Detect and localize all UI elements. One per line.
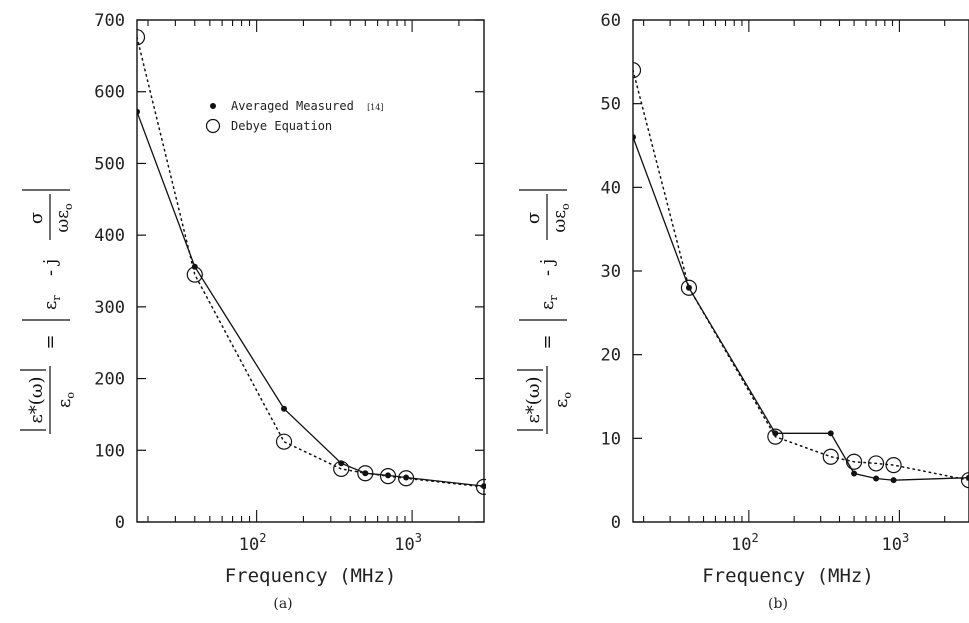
y-tick-label: 60 xyxy=(601,11,621,31)
ylabel-rhs-operator: - j xyxy=(40,259,61,276)
data-point-open xyxy=(822,448,839,465)
data-point-open xyxy=(767,428,784,445)
ylabel-equals: = xyxy=(40,334,61,349)
y-tick-label: 700 xyxy=(94,11,125,31)
ylabel-lhs-denominator: εo xyxy=(54,392,77,408)
data-point-filled xyxy=(281,405,288,412)
x-tick-label: 102 xyxy=(731,531,759,555)
y-axis-label: ε*(ω) εo = εr - j σ ωεo xyxy=(20,189,77,434)
panel-label: (b) xyxy=(768,596,788,612)
y-tick-label: 40 xyxy=(601,178,621,198)
plot-frame xyxy=(136,19,485,523)
x-tick-label: 103 xyxy=(394,531,422,555)
y-tick-label: 10 xyxy=(601,429,621,449)
y-tick-label: 200 xyxy=(94,370,125,390)
data-point-filled xyxy=(873,475,880,482)
data-point-open xyxy=(680,279,698,296)
data-point-filled xyxy=(685,284,692,291)
y-tick-label: 100 xyxy=(94,441,125,461)
series-debye-equation xyxy=(137,29,486,495)
x-tick-label: 103 xyxy=(882,531,910,555)
legend-marker-filled xyxy=(210,103,216,109)
ylabel-equals: = xyxy=(537,334,558,349)
x-axis-title: Frequency (MHz) xyxy=(702,565,874,587)
y-tick-label: 400 xyxy=(94,226,125,246)
data-point-open xyxy=(845,453,863,470)
data-point-filled xyxy=(137,108,140,115)
ylabel-lhs-numerator: ε*(ω) xyxy=(26,376,47,423)
panel-label: (a) xyxy=(273,596,292,612)
ylabel-rhs-frac-denominator: ωεo xyxy=(53,203,75,233)
y-tick-label: 30 xyxy=(601,262,621,282)
y-tick-label: 500 xyxy=(94,154,125,174)
legend: Averaged Measured [14] Debye Equation xyxy=(205,99,383,134)
data-point-open xyxy=(186,266,203,283)
data-point-open xyxy=(333,460,350,478)
data-point-open xyxy=(633,62,642,79)
y-tick-label: 300 xyxy=(94,298,125,318)
series-averaged-measured xyxy=(633,134,969,484)
ylabel-rhs-frac-denominator: ωεo xyxy=(550,203,572,233)
ylabel-rhs-term: εr xyxy=(537,295,560,310)
y-tick-label: 600 xyxy=(94,83,125,103)
data-point-open xyxy=(960,472,969,489)
data-point-open xyxy=(357,465,374,482)
data-point-open xyxy=(475,478,486,495)
data-point-open xyxy=(275,433,293,450)
data-point-filled xyxy=(403,474,410,481)
series-line xyxy=(633,136,969,481)
ylabel-rhs-operator: - j xyxy=(537,259,558,276)
data-point-filled xyxy=(890,477,897,484)
series-line xyxy=(137,111,485,487)
series-line xyxy=(137,36,485,488)
ylabel-lhs-numerator: ε*(ω) xyxy=(523,376,544,423)
data-point-open xyxy=(867,455,885,472)
y-axis-label: ε*(ω) εo = εr - j σ ωεo xyxy=(517,189,574,434)
series-debye-equation xyxy=(633,62,969,489)
ylabel-rhs-term: εr xyxy=(40,295,63,310)
y-tick-label: 20 xyxy=(601,346,621,366)
data-point-open xyxy=(885,457,902,474)
ylabel-rhs-frac-numerator: σ xyxy=(26,212,47,224)
x-axis-title: Frequency (MHz) xyxy=(225,565,397,587)
data-point-open xyxy=(398,470,415,487)
x-tick-label: 102 xyxy=(239,531,267,555)
series-averaged-measured xyxy=(137,108,486,490)
legend-marker-open xyxy=(205,118,221,134)
y-tick-label: 50 xyxy=(601,95,621,115)
y-tick-label: 0 xyxy=(115,513,125,533)
series-line xyxy=(633,69,969,481)
data-point-open xyxy=(379,468,397,485)
chart-panel-a: 0 100 200 300 400 500 600 700 102 103 Frequency (M… xyxy=(20,11,486,612)
data-point-filled xyxy=(481,483,486,490)
data-point-filled xyxy=(851,470,858,477)
data-point-filled xyxy=(633,134,636,141)
data-point-open xyxy=(137,29,146,46)
ylabel-rhs-frac-numerator: σ xyxy=(523,212,544,224)
legend-entry-label: Debye Equation xyxy=(231,119,332,133)
legend-entry-label: Averaged Measured [14] xyxy=(231,99,383,113)
data-point-filled xyxy=(362,470,369,477)
data-point-filled xyxy=(772,430,779,437)
ylabel-lhs-denominator: εo xyxy=(551,392,574,408)
data-point-filled xyxy=(827,430,834,437)
y-tick-label: 0 xyxy=(611,513,621,533)
